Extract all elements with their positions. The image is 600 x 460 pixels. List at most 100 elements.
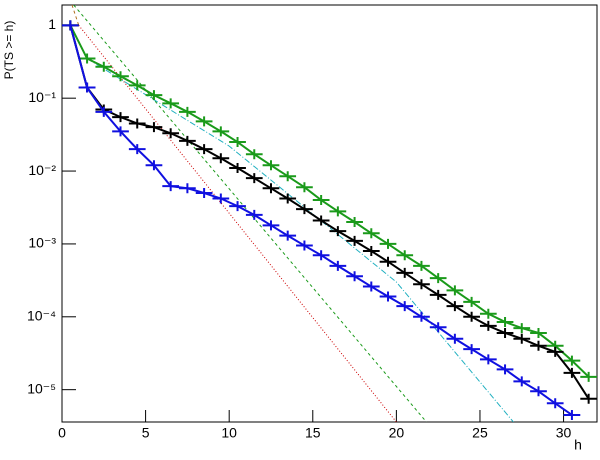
data-point — [312, 215, 330, 226]
data-point — [362, 281, 380, 292]
data-point — [496, 316, 514, 327]
data-point — [162, 128, 180, 139]
data-point — [429, 289, 447, 300]
y-tick-label: 10⁻² — [28, 162, 56, 178]
data-point — [546, 398, 564, 409]
data-point — [262, 160, 280, 171]
data-point — [145, 122, 163, 133]
data-point — [479, 308, 497, 319]
data-point — [245, 149, 263, 160]
y-tick-label: 1 — [48, 16, 56, 32]
data-point — [396, 267, 414, 278]
data-point — [346, 216, 363, 227]
x-tick-label: 10 — [221, 425, 237, 441]
data-point — [296, 240, 313, 251]
data-point — [312, 250, 330, 261]
data-point — [312, 195, 330, 206]
data-point — [413, 260, 430, 271]
series-line — [69, 25, 590, 400]
data-point — [563, 355, 581, 366]
x-tick-label: 0 — [58, 425, 66, 441]
y-tick-label: 10⁻⁵ — [27, 380, 56, 396]
data-point — [112, 112, 129, 123]
data-point — [379, 238, 397, 249]
data-point — [128, 144, 146, 155]
data-point — [245, 173, 263, 184]
x-tick-label: 25 — [472, 425, 488, 441]
data-point — [95, 106, 113, 117]
data-point — [479, 320, 497, 331]
data-point — [530, 386, 547, 397]
y-tick-label: 10⁻⁴ — [27, 307, 56, 323]
y-tick-label: 10⁻³ — [28, 235, 56, 251]
data-point — [262, 183, 280, 194]
data-point — [162, 98, 180, 109]
data-point — [229, 137, 246, 148]
data-point — [379, 291, 397, 302]
data-point — [362, 228, 380, 239]
y-axis-label: P(TS >= h) — [2, 21, 16, 80]
data-point — [112, 126, 129, 137]
data-point — [78, 53, 96, 64]
x-tick-label: 5 — [142, 425, 150, 441]
data-point — [513, 333, 531, 344]
data-point — [396, 250, 414, 261]
data-point — [195, 187, 213, 198]
data-point — [413, 279, 430, 290]
data-point — [496, 327, 514, 338]
fit-line — [73, 5, 427, 422]
data-point — [546, 346, 564, 357]
data-point — [446, 301, 464, 312]
data-point — [396, 301, 414, 312]
data-point — [262, 220, 280, 231]
data-point — [446, 285, 464, 296]
data-point — [463, 296, 480, 307]
data-point — [195, 144, 213, 155]
data-point — [329, 226, 347, 237]
x-axis-label: h — [574, 437, 582, 453]
data-point — [62, 20, 79, 31]
data-point — [212, 153, 230, 164]
plot-frame — [61, 4, 598, 423]
data-point — [179, 106, 196, 117]
fit-line — [71, 5, 80, 26]
data-point — [179, 135, 196, 146]
data-point — [563, 367, 581, 378]
data-point — [446, 333, 464, 344]
data-point — [513, 376, 531, 387]
data-point — [362, 245, 380, 256]
data-point — [329, 260, 347, 271]
data-point — [95, 61, 113, 72]
data-point — [279, 193, 297, 204]
data-point — [112, 71, 129, 82]
data-point — [279, 230, 297, 241]
data-point — [429, 273, 447, 284]
data-point — [429, 322, 447, 333]
data-point — [329, 206, 347, 217]
series-line — [69, 24, 590, 378]
data-point — [179, 183, 196, 194]
data-point — [513, 323, 531, 334]
data-point — [128, 80, 146, 91]
data-point — [563, 409, 581, 420]
data-point — [279, 171, 297, 182]
data-point — [530, 340, 547, 351]
data-point — [229, 163, 246, 174]
data-point — [145, 90, 163, 101]
data-point — [479, 354, 497, 365]
data-point — [229, 201, 246, 212]
data-point — [245, 209, 263, 220]
x-tick-label: 20 — [389, 425, 405, 441]
fit-line — [78, 25, 397, 422]
data-point — [580, 371, 597, 382]
data-point — [296, 182, 313, 193]
data-point — [463, 344, 480, 355]
x-tick-label: 15 — [305, 425, 321, 441]
data-point — [496, 364, 514, 375]
data-point — [346, 235, 363, 246]
data-point — [463, 311, 480, 322]
data-point — [580, 393, 597, 404]
data-point — [78, 82, 96, 93]
data-point — [128, 118, 146, 129]
data-point — [145, 160, 163, 171]
